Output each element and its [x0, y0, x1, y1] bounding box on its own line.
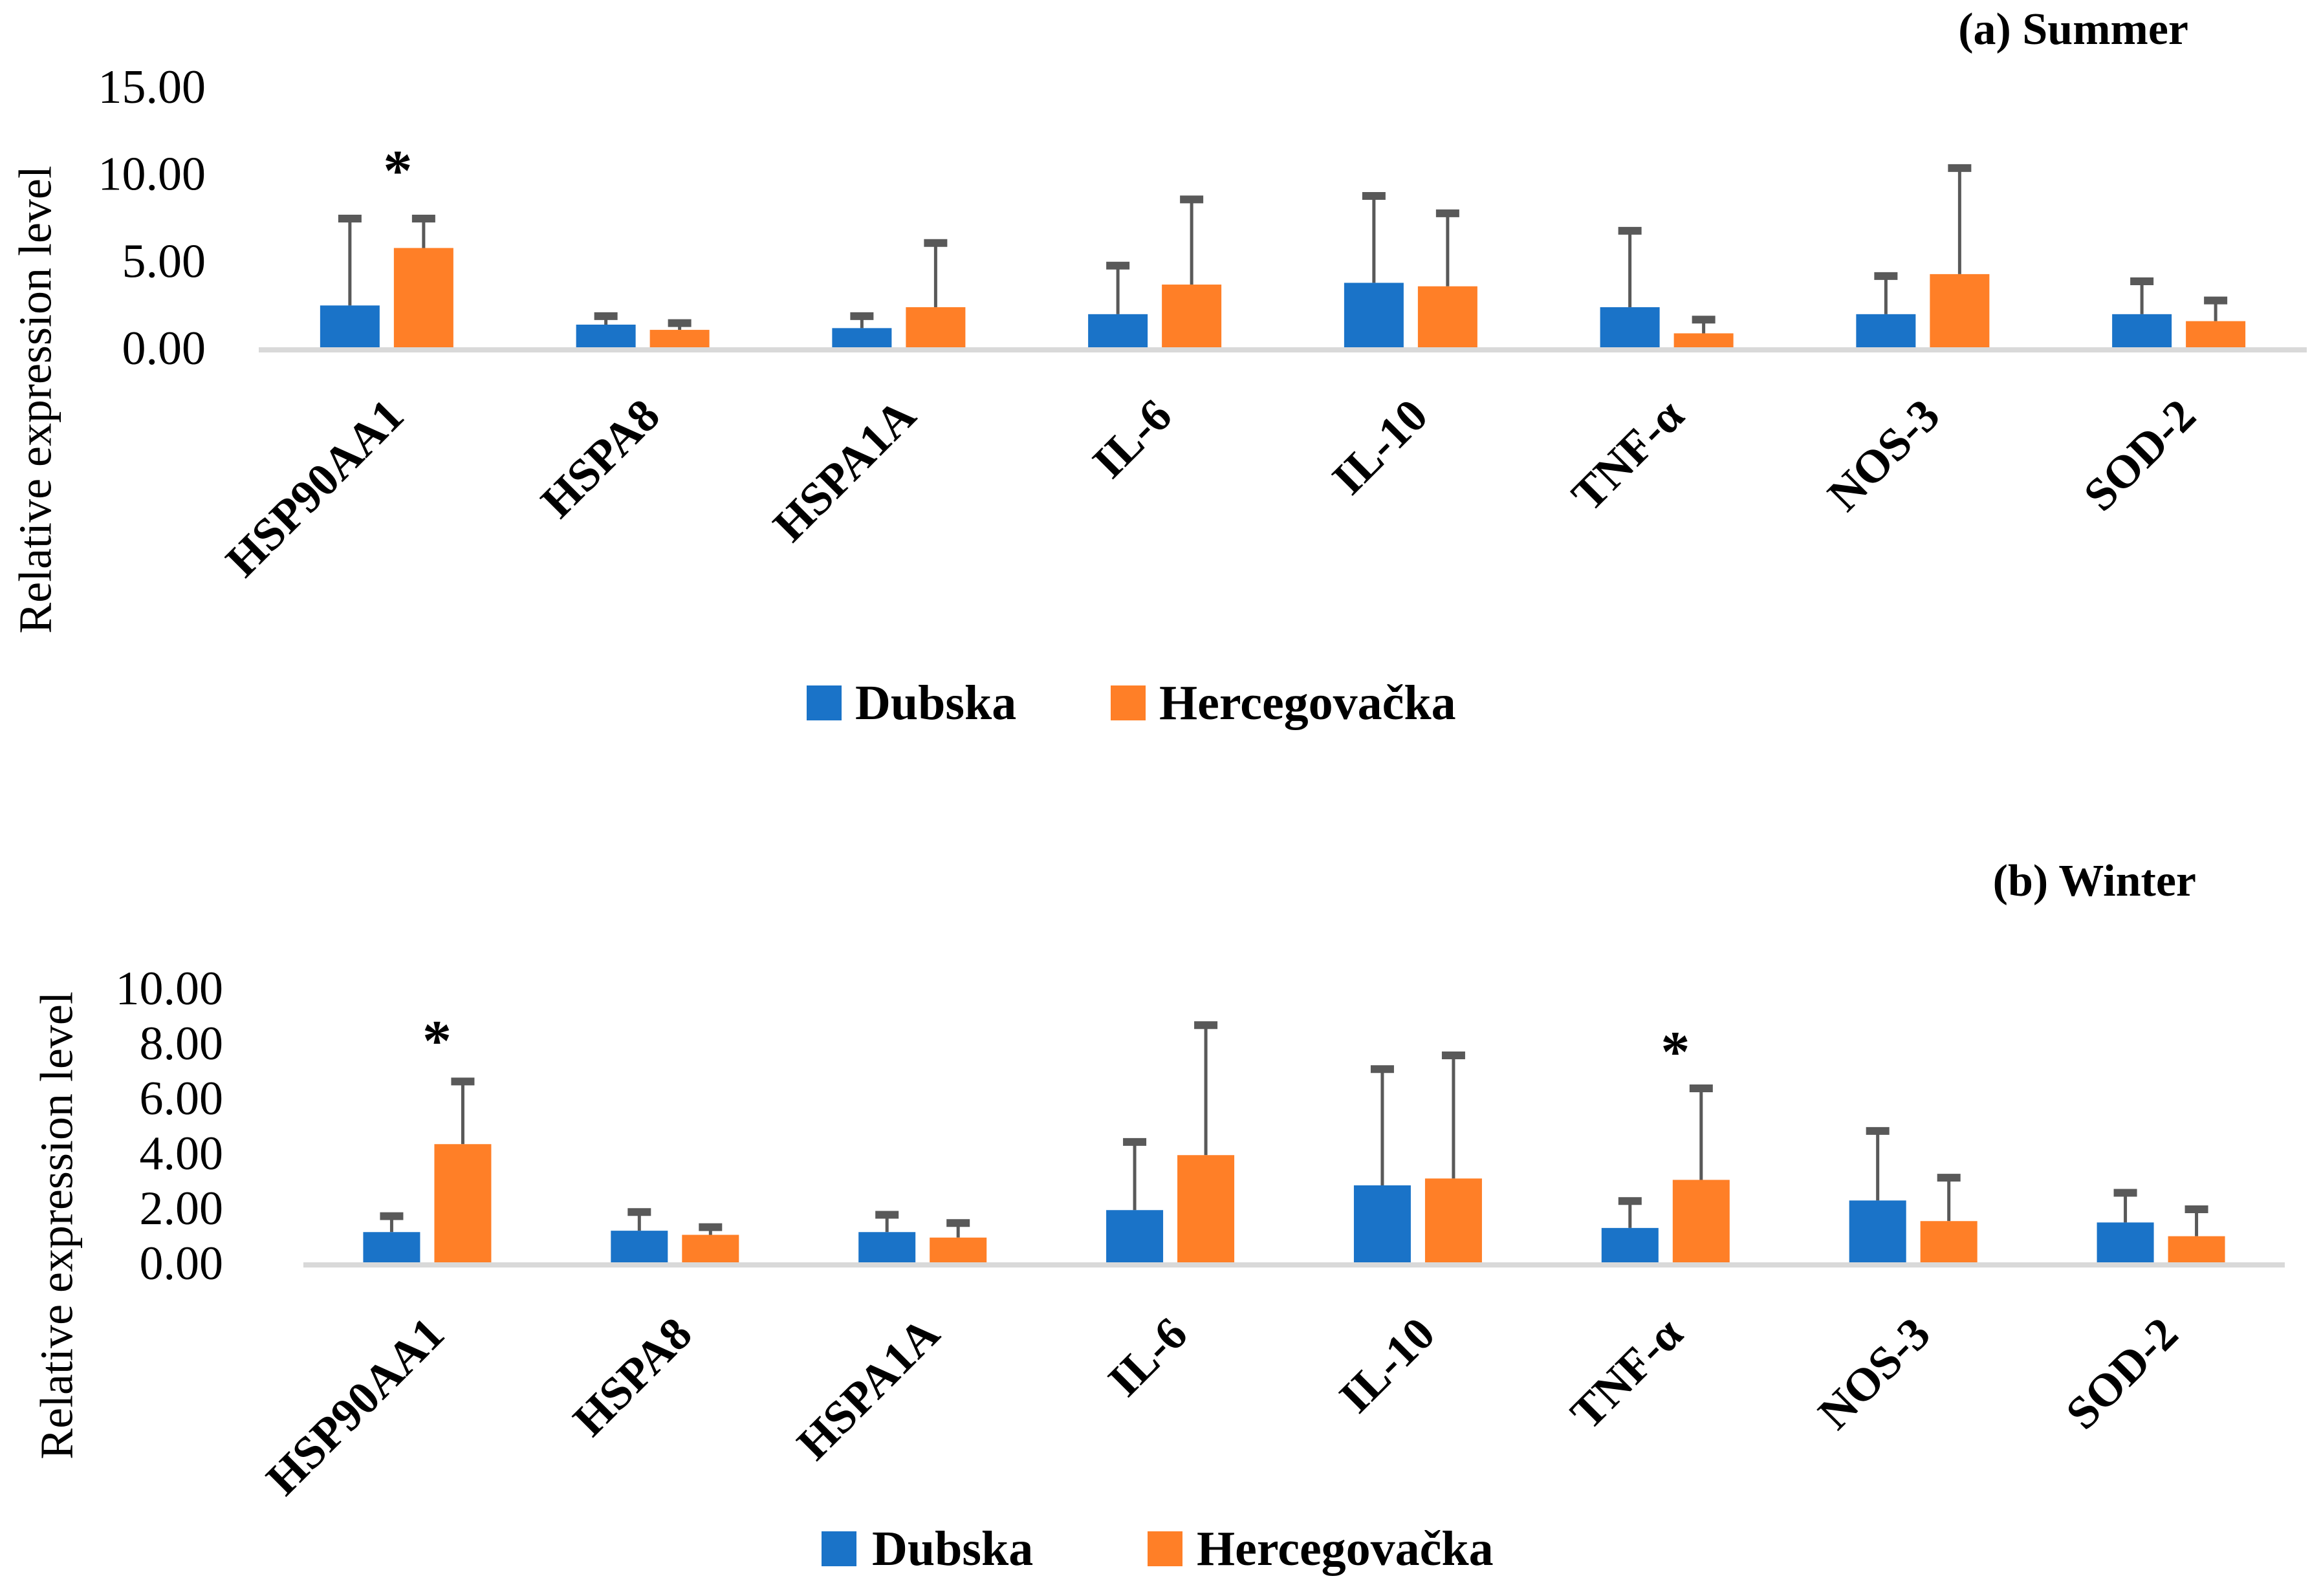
- bar-dubska: [1088, 314, 1148, 347]
- bar-hercegovacka: [1162, 285, 1222, 347]
- legend-swatch: [822, 1531, 856, 1566]
- x-tick-label: HSP90AA1: [256, 1308, 453, 1505]
- bar-dubska: [1856, 314, 1916, 347]
- significance-asterisk: *: [383, 139, 412, 203]
- x-tick-label: IL-10: [1329, 1308, 1444, 1423]
- chart-winter: (b) Winter Relative expression level 0.002…: [31, 856, 2285, 1576]
- y-tick-label: 4.00: [140, 1127, 224, 1180]
- x-tick-label: SOD-2: [2074, 389, 2206, 521]
- x-tick-label: NOS-3: [1818, 389, 1950, 521]
- y-tick-label: 0.00: [140, 1237, 224, 1290]
- bar-hercegovacka: [1673, 333, 1734, 347]
- bar-dubska: [363, 1232, 420, 1262]
- x-tick-label: HSPA8: [531, 389, 670, 528]
- legend-swatch: [1111, 685, 1146, 720]
- x-tick-label: HSPA1A: [763, 389, 926, 552]
- y-tick-label: 6.00: [140, 1072, 224, 1125]
- y-tick-label: 15.00: [98, 61, 206, 114]
- bar-hercegovacka: [1672, 1180, 1730, 1262]
- bar-dubska: [1106, 1210, 1164, 1262]
- y-axis-title: Relative expression level: [31, 991, 83, 1460]
- bar-dubska: [858, 1232, 916, 1262]
- bar-hercegovacka: [2168, 1236, 2225, 1262]
- chart-title: (a) Summer: [1958, 5, 2188, 54]
- bar-hercegovacka: [1920, 1221, 1978, 1262]
- bar-hercegovacka: [1424, 1178, 1482, 1262]
- y-tick-label: 0.00: [122, 322, 206, 375]
- x-tick-label: HSPA1A: [787, 1308, 950, 1470]
- bar-hercegovacka: [393, 248, 453, 347]
- y-axis-title: Relative expression level: [10, 166, 61, 634]
- bar-hercegovacka: [930, 1237, 987, 1262]
- bar-dubska: [611, 1231, 668, 1262]
- legend-swatch: [1148, 1531, 1182, 1566]
- bar-dubska: [1849, 1200, 1906, 1262]
- y-tick-label: 2.00: [140, 1182, 224, 1235]
- chart-title: (b) Winter: [1993, 856, 2196, 906]
- bar-dubska: [1600, 307, 1660, 347]
- significance-asterisk: *: [422, 1009, 452, 1073]
- legend-swatch: [807, 685, 842, 720]
- significance-asterisk: *: [1661, 1020, 1690, 1084]
- bar-hercegovacka: [1930, 274, 1990, 347]
- bar-hercegovacka: [1417, 286, 1477, 347]
- bar-dubska: [832, 328, 892, 347]
- legend-label: Dubska: [855, 676, 1016, 730]
- legend-label: Dubska: [872, 1522, 1033, 1576]
- bar-hercegovacka: [2186, 321, 2246, 347]
- chart-summer: (a) Summer Relative expression level 0.00 5…: [10, 5, 2307, 730]
- x-tick-label: TNF-α: [1562, 389, 1694, 521]
- bar-dubska: [1344, 283, 1404, 347]
- y-tick-label: 10.00: [116, 962, 224, 1015]
- x-tick-label: SOD-2: [2056, 1308, 2188, 1440]
- y-tick-label: 8.00: [140, 1017, 224, 1070]
- legend-label: Hercegovačka: [1159, 676, 1456, 730]
- x-tick-label: HSPA8: [563, 1308, 702, 1446]
- bar-hercegovacka: [649, 330, 710, 347]
- x-tick-label: IL-10: [1322, 389, 1437, 504]
- bar-dubska: [576, 324, 636, 347]
- y-tick-label: 10.00: [98, 148, 206, 201]
- bar-dubska: [1601, 1227, 1659, 1262]
- bar-dubska: [320, 305, 380, 347]
- bar-hercegovacka: [682, 1235, 739, 1262]
- x-tick-label: TNF-α: [1560, 1308, 1692, 1440]
- bar-hercegovacka: [906, 307, 966, 347]
- bar-hercegovacka: [1177, 1155, 1235, 1262]
- y-tick-label: 5.00: [122, 235, 206, 288]
- bar-dubska: [2112, 314, 2172, 347]
- bar-hercegovacka: [434, 1144, 492, 1262]
- x-tick-label: IL-6: [1083, 389, 1182, 488]
- bar-dubska: [2097, 1222, 2154, 1262]
- bar-dubska: [1353, 1185, 1411, 1262]
- legend-label: Hercegovačka: [1197, 1522, 1494, 1576]
- x-tick-label: NOS-3: [1808, 1308, 1940, 1440]
- x-tick-label: HSP90AA1: [216, 389, 413, 587]
- x-tick-label: IL-6: [1098, 1308, 1197, 1407]
